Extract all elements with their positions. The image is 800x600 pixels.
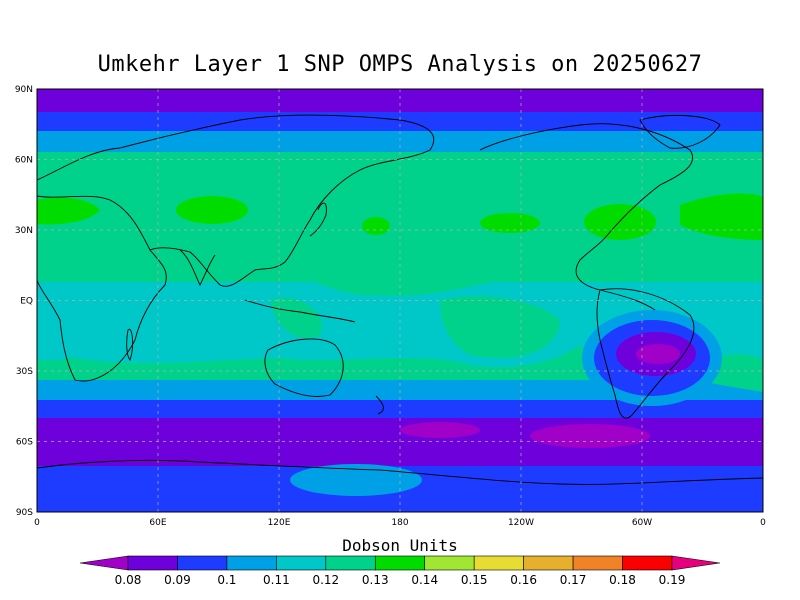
lat-label: 90S [16, 508, 33, 518]
lat-label: 60N [15, 156, 33, 166]
contour-so-min-2 [530, 424, 650, 448]
contour-field [37, 89, 763, 512]
colorbar-swatch [177, 556, 226, 570]
lon-label: 0 [760, 518, 766, 528]
lon-label: 60W [632, 518, 652, 528]
colorbar-swatch [623, 556, 672, 570]
contour-max-na [584, 204, 656, 240]
band-north-high [37, 112, 763, 132]
colorbar-swatch [326, 556, 375, 570]
colorbar-swatch [128, 556, 177, 570]
lon-label: 0 [34, 518, 40, 528]
colorbar: 0.08 0.09 0.1 0.11 0.12 0.13 0.14 0.15 0.16 0.17 0… [80, 556, 720, 587]
colorbar-swatch [425, 556, 474, 570]
contour-so-min-1 [400, 422, 480, 438]
colorbar-arrow-low [80, 556, 128, 570]
lon-label: 180 [391, 518, 408, 528]
colorbar-tick-label: 0.15 [461, 573, 488, 587]
colorbar-swatch [573, 556, 622, 570]
colorbar-tick-label: 0.13 [362, 573, 389, 587]
colorbar-tick-label: 0.19 [659, 573, 686, 587]
colorbar-swatch [276, 556, 325, 570]
lat-label: 30S [16, 367, 33, 377]
colorbar-swatch [375, 556, 424, 570]
colorbar-tick-label: 0.17 [560, 573, 587, 587]
band-polar-north [37, 89, 763, 113]
colorbar-arrow-high [672, 556, 720, 570]
latitude-axis: 90N 60N 30N EQ 30S 60S 90S [15, 85, 33, 518]
contour-sa-core [636, 344, 680, 364]
colorbar-title: Dobson Units [0, 536, 800, 555]
colorbar-tick-label: 0.16 [510, 573, 537, 587]
contour-max-westpac [362, 217, 390, 235]
band-north-mid [37, 131, 763, 153]
lat-label: 60S [16, 438, 33, 448]
lat-label: 30N [15, 226, 33, 236]
lat-label: 90N [15, 85, 33, 95]
colorbar-tick-label: 0.1 [217, 573, 236, 587]
colorbar-swatch [524, 556, 573, 570]
lon-label: 60E [149, 518, 166, 528]
colorbar-tick-label: 0.11 [263, 573, 290, 587]
colorbar-swatch [474, 556, 523, 570]
colorbar-tick-label: 0.14 [411, 573, 438, 587]
lon-label: 120W [508, 518, 534, 528]
longitude-axis: 0 60E 120E 180 120W 60W 0 [34, 518, 766, 528]
contour-max-asia [176, 196, 248, 224]
colorbar-tick-label: 0.08 [115, 573, 142, 587]
colorbar-swatch [227, 556, 276, 570]
colorbar-tick-label: 0.18 [609, 573, 636, 587]
lat-label: EQ [20, 297, 33, 307]
lon-label: 120E [268, 518, 291, 528]
colorbar-tick-label: 0.12 [312, 573, 339, 587]
contour-max-eastpac [480, 213, 540, 233]
colorbar-tick-label: 0.09 [164, 573, 191, 587]
